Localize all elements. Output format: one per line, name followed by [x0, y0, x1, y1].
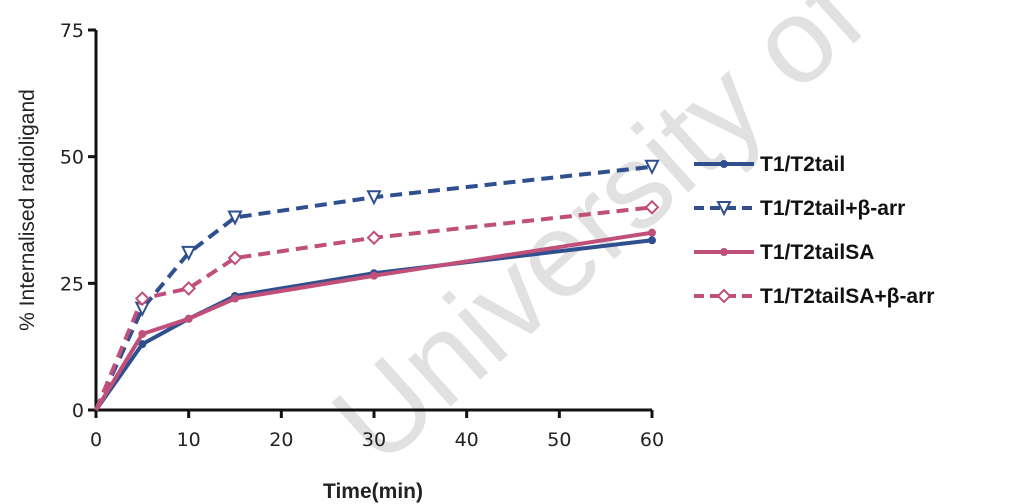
x-tick-label: 40 [455, 429, 479, 451]
data-point [184, 314, 193, 323]
x-tick-label: 20 [269, 429, 293, 451]
y-tick-label: 75 [60, 20, 84, 42]
series-line [94, 230, 653, 412]
legend-item: T1/T2tail [694, 153, 845, 176]
legend-marker [716, 201, 732, 217]
series-3 [94, 228, 656, 412]
series-line [94, 164, 653, 411]
series-2 [94, 159, 660, 411]
data-point [648, 236, 656, 245]
series-4 [94, 199, 660, 411]
y-tick-label: 50 [60, 147, 84, 169]
legend-item: T1/T2tailSA+β-arr [694, 285, 934, 308]
x-tick-label: 60 [640, 429, 664, 451]
legend-label: T1/T2tailSA [760, 241, 874, 264]
data-point [138, 330, 147, 338]
data-point [644, 199, 660, 215]
legend-label: T1/T2tail [760, 153, 845, 176]
x-tick-label: 50 [547, 429, 571, 451]
data-point [366, 190, 382, 206]
x-tick-label: 0 [90, 429, 102, 451]
y-tick-label: 25 [60, 273, 84, 295]
legend-label: T1/T2tailSA+β-arr [760, 285, 934, 308]
legend-marker [720, 160, 728, 168]
series-layer [94, 159, 660, 412]
y-axis-title: % Internalised radioligand [16, 89, 39, 331]
data-point [134, 291, 150, 306]
legend-marker [716, 288, 732, 304]
data-point [370, 271, 378, 280]
data-point [227, 210, 243, 226]
data-point [366, 230, 382, 246]
data-point [648, 228, 656, 237]
data-point [181, 245, 197, 262]
legend-marker [720, 248, 728, 256]
data-point [227, 250, 243, 266]
y-tick-label: 0 [72, 400, 84, 422]
x-tick-label: 30 [362, 429, 386, 451]
x-tick-label: 10 [177, 429, 201, 451]
legend-item: T1/T2tailSA [694, 241, 874, 264]
data-point [231, 294, 239, 303]
data-point [138, 340, 147, 349]
series-line [94, 205, 653, 411]
legend-item: T1/T2tail+β-arr [694, 197, 905, 220]
x-axis-title: Time(min) [323, 480, 423, 503]
legend-label: T1/T2tail+β-arr [760, 197, 905, 220]
legend: T1/T2tail T1/T2tail+β-arr T1/T2tailSA T1/T2… [694, 153, 934, 308]
data-point [181, 280, 197, 296]
data-point [644, 159, 660, 176]
axes: 0 10 20 30 40 50 60 0 25 50 75 [60, 20, 664, 451]
watermark: University of Cape Town [308, 0, 1020, 489]
